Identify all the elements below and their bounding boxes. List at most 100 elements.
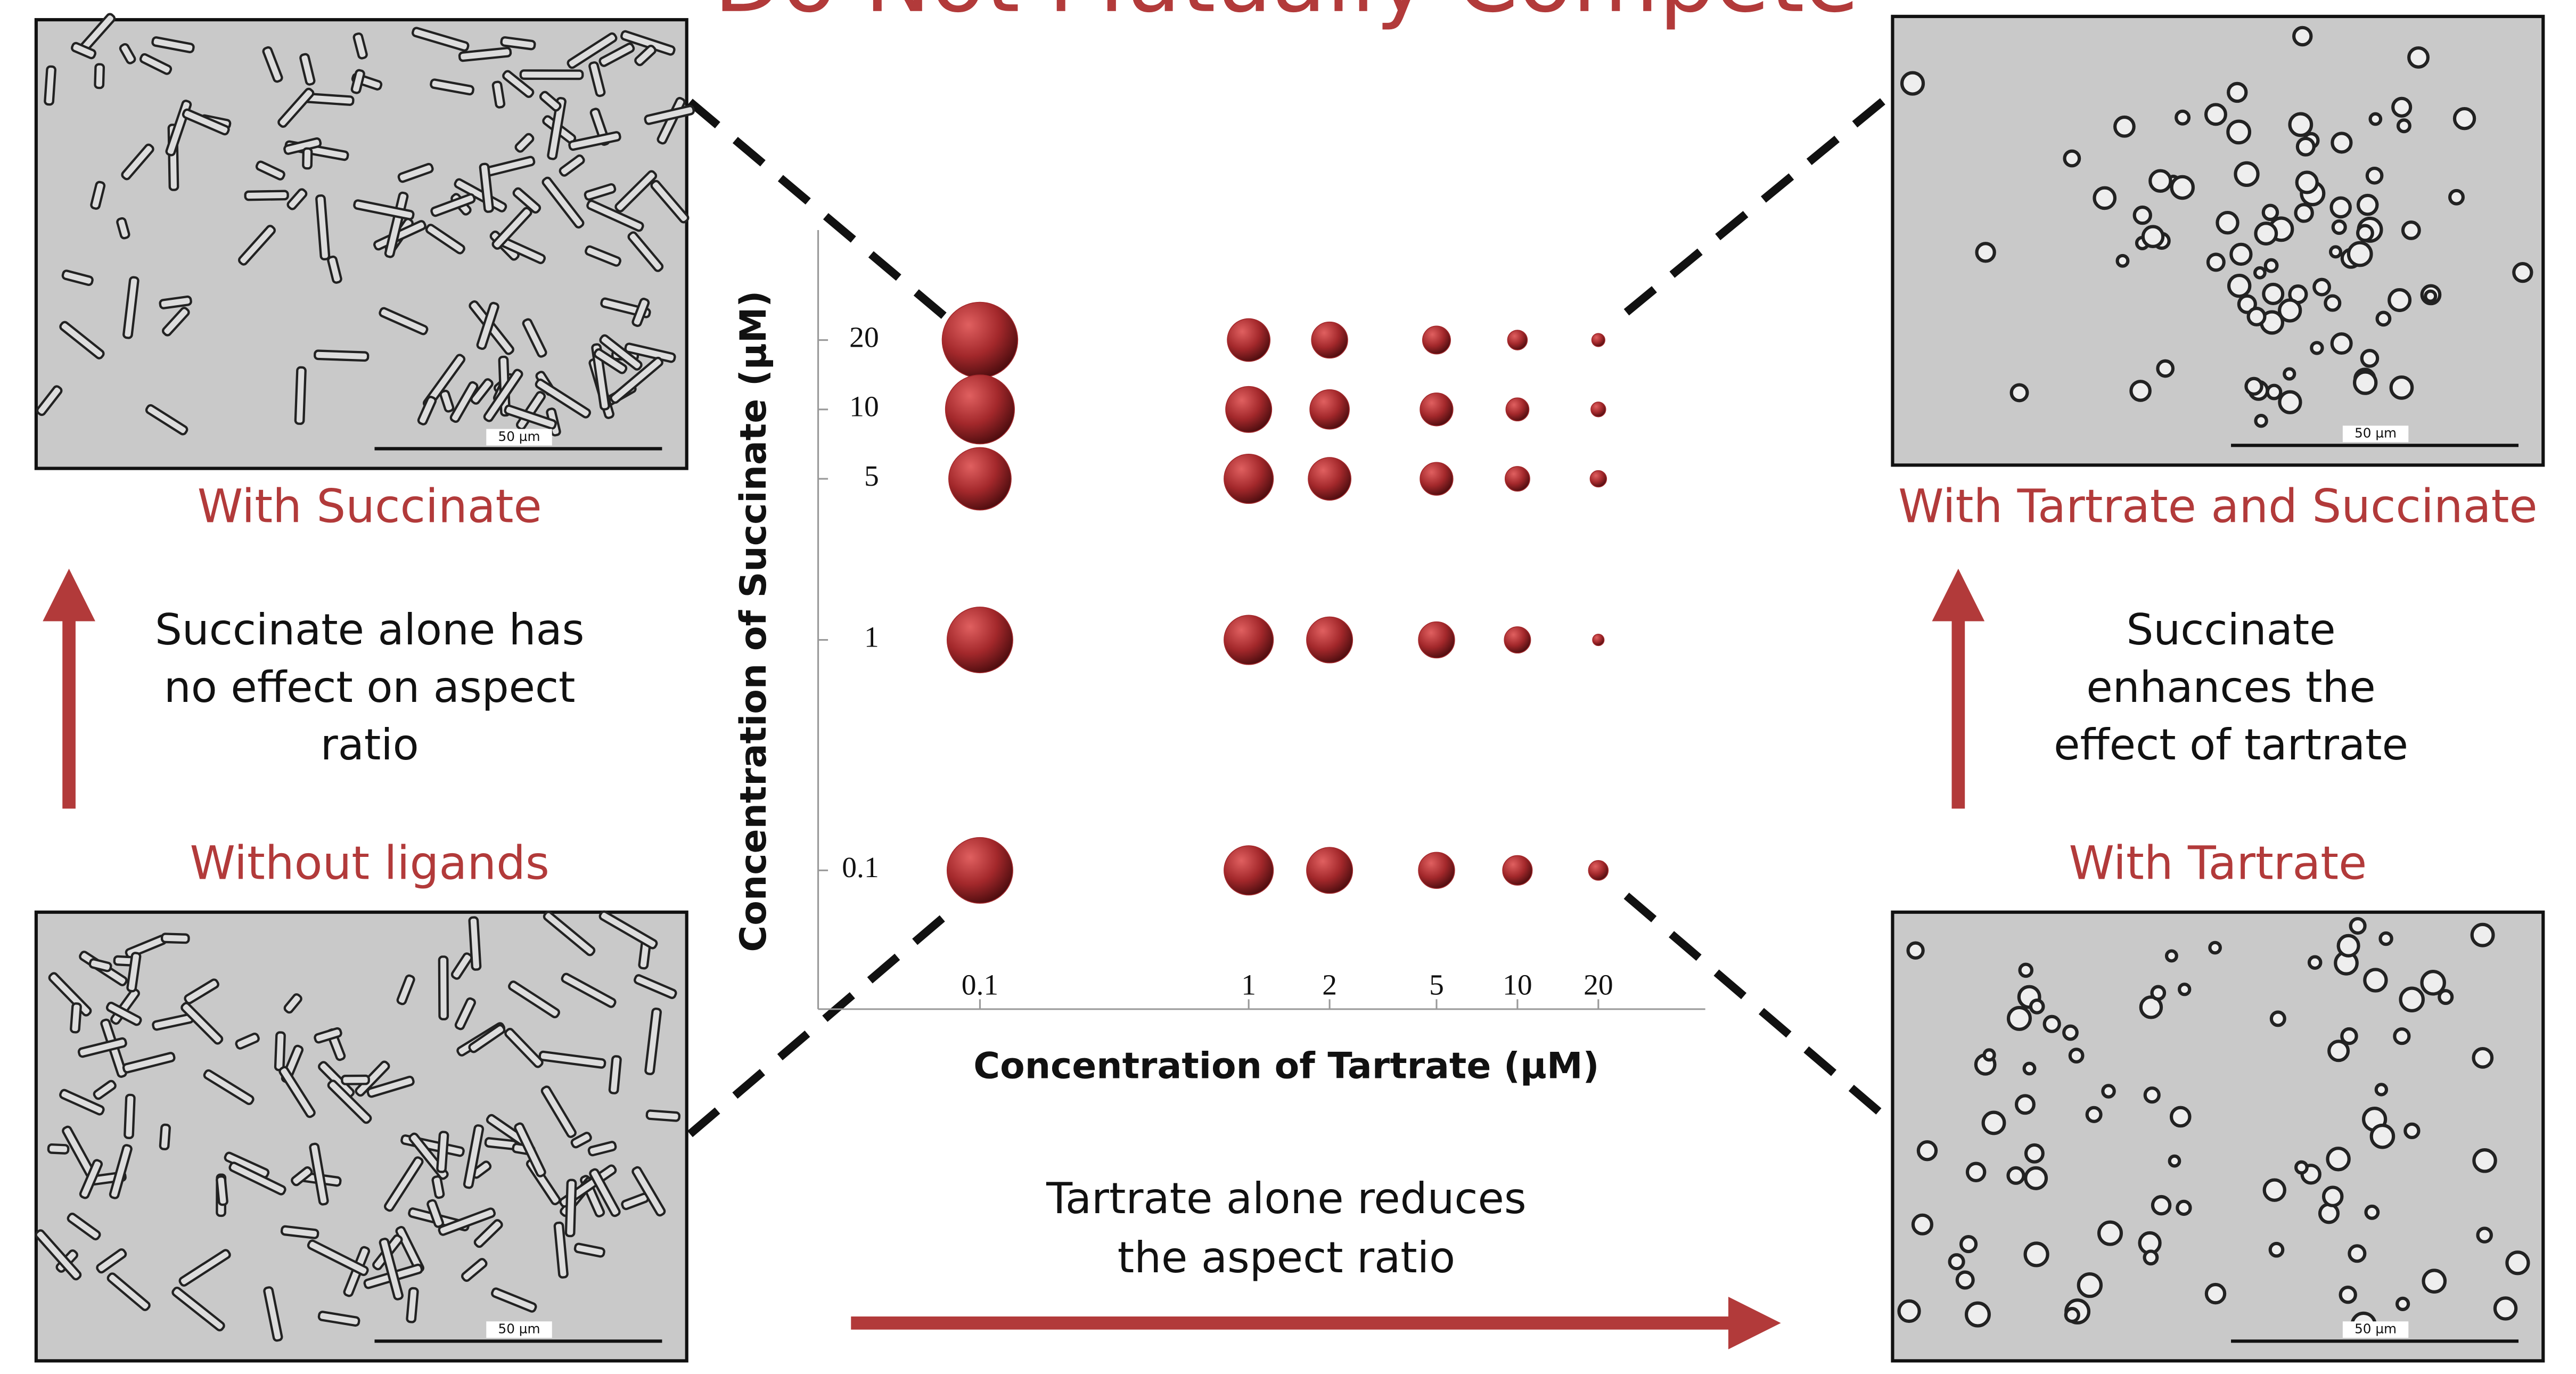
x-tick-label: 0.1 [962,969,998,1002]
crystal [2179,984,2189,994]
crystal [2256,415,2267,426]
crystal [2366,1206,2378,1218]
crystal [2087,1108,2101,1122]
bubble [1307,617,1352,663]
crystal [2472,925,2493,946]
bubble [1224,846,1274,895]
x-tick-label: 20 [1584,969,1613,1002]
crystal [2095,188,2115,208]
crystal [2298,138,2314,155]
crystal [469,917,480,970]
crystal [1984,1050,1995,1060]
crystal [437,1132,448,1172]
panel-caption: With Succinate [198,480,542,534]
crystal [2099,1222,2121,1245]
crystal [2145,1088,2159,1102]
crystal [162,934,189,943]
crystal [2255,223,2276,244]
x-tick-label: 2 [1322,969,1337,1002]
bubble [1418,852,1455,888]
crystal [2507,1252,2528,1273]
micrograph: 50 µm [35,910,687,1361]
crystal [2066,1308,2079,1321]
crystal [1957,1272,1973,1288]
crystal [1966,1303,1989,1326]
bubble [1420,393,1453,426]
crystal [1913,1215,1932,1234]
crystal [48,1144,69,1154]
crystal [2263,206,2277,219]
crystal [2284,369,2294,379]
crystal [2228,121,2250,143]
bubble [1224,615,1274,665]
bubble [949,447,1011,510]
crystal [2351,919,2365,933]
micrograph: 50 µm [1892,912,2543,1361]
connector [1627,99,1886,312]
connector [690,912,950,1134]
crystal [2171,1108,2189,1126]
crystal [2064,1026,2077,1040]
bubble [1307,847,1352,893]
y-tick-label: 10 [849,391,879,423]
bubble [1311,322,1348,358]
crystal [2217,212,2237,233]
crystal [2208,254,2224,270]
crystal [2328,1148,2349,1169]
crystal [2403,222,2419,239]
crystal [2167,951,2177,961]
crystal [2294,28,2311,45]
crystal [2265,1180,2285,1200]
note-line: the aspect ratio [1118,1233,1455,1282]
crystal [2025,1243,2048,1265]
crystal [2495,1298,2516,1319]
crystal [2079,1274,2101,1296]
crystal [2367,168,2382,183]
bubble [1423,326,1450,354]
crystal [2439,991,2452,1003]
crystal [2389,290,2410,310]
slide-title: Do Not Mutually Compete [713,0,1859,32]
crystal [2131,381,2150,400]
crystal [2025,1168,2046,1189]
crystal [2455,109,2474,128]
crystal [2135,207,2151,223]
crystal [2320,1204,2338,1222]
crystal [2255,268,2265,278]
bubble [1308,457,1351,500]
crystal [2268,386,2281,399]
crystal [71,1003,81,1033]
crystal [1983,1113,2005,1134]
crystal [1902,73,1923,94]
crystal [2425,291,2435,301]
crystal [2349,1246,2365,1261]
crystal [2409,48,2428,67]
crystal [2332,133,2351,152]
bubble [1507,330,1527,350]
crystal [2176,111,2189,124]
crystal [2376,1084,2386,1094]
crystal [2210,943,2220,953]
panel-caption: Without ligands [190,837,549,890]
crystal [2266,260,2277,272]
crystal [2349,243,2372,266]
crystal [2115,117,2134,136]
crystal [2331,247,2341,257]
crystal [2024,1064,2035,1074]
bubble [946,375,1015,444]
crystal [1918,1142,1936,1159]
crystal [2391,377,2413,398]
crystal [2170,1156,2180,1166]
bubble [1588,861,1608,880]
crystal [2177,1201,2190,1214]
crystal [2341,1287,2356,1302]
y-tick-label: 0.1 [842,852,879,884]
note-line: ratio [321,720,419,770]
crystal [125,1095,135,1138]
bubble [942,302,1018,378]
crystal [160,1124,170,1149]
crystal [2157,361,2172,376]
crystal [245,191,288,200]
crystal [2393,99,2410,116]
note-line: no effect on aspect [164,663,576,712]
